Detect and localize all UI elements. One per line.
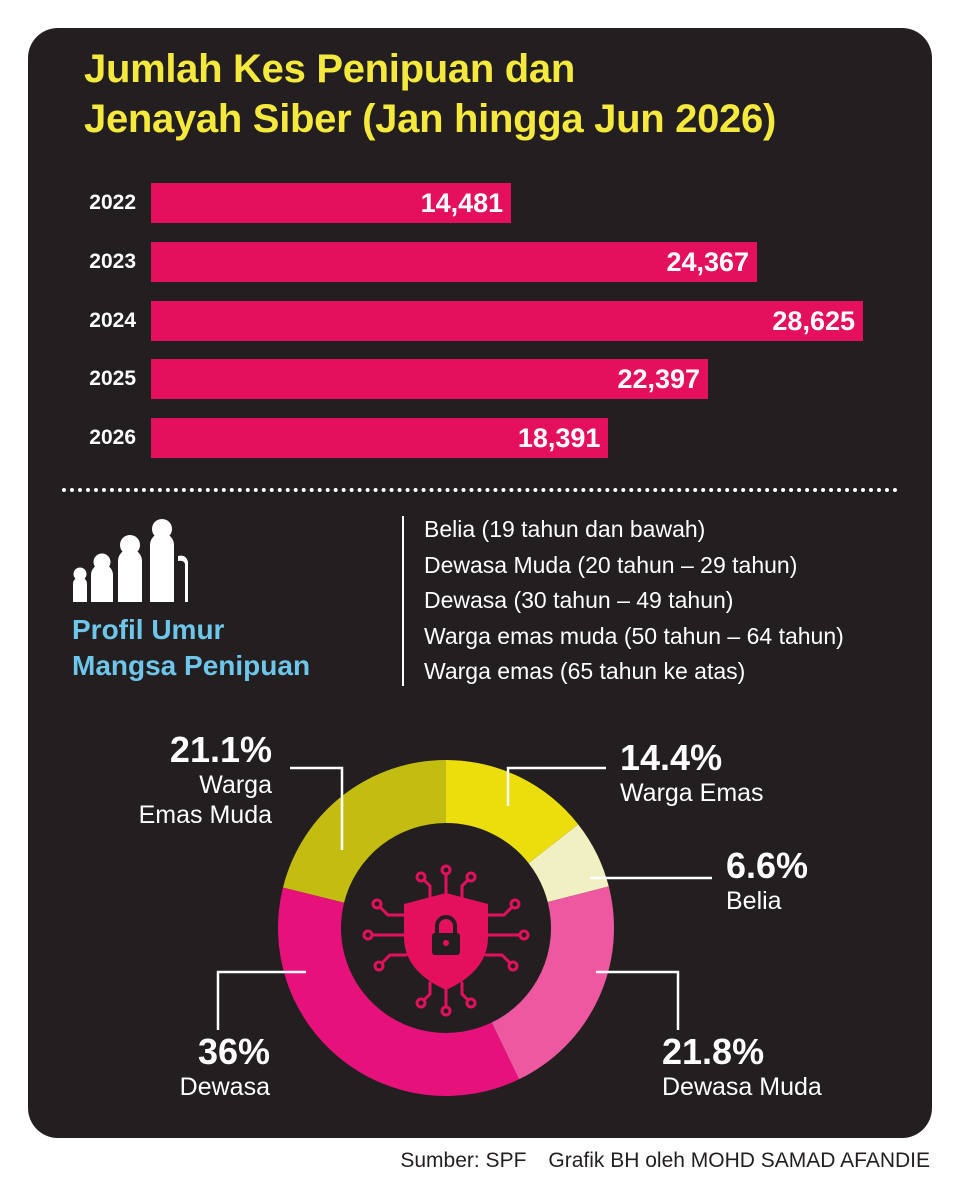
year-label-2026: 2026: [89, 426, 136, 450]
slice-dewasa: [277, 887, 520, 1096]
slice-percent: 6.6%: [726, 845, 809, 886]
chart-title-line: Jumlah Kes Penipuan dan: [84, 47, 575, 91]
slice-belia: [528, 824, 609, 903]
credit-text: Grafik BH oleh MOHD SAMAD AFANDIE: [548, 1149, 930, 1172]
slice-label-warga-emas-muda: 21.1% Warga Emas Muda: [110, 730, 272, 830]
leader-lines: [216, 766, 712, 1030]
year-label-2025: 2025: [89, 367, 136, 391]
slice-label-dewasa-muda: 21.8% Dewasa Muda: [662, 1032, 822, 1102]
source-text: Sumber: SPF: [400, 1149, 527, 1172]
slice-percent: 21.1%: [169, 729, 272, 770]
legend-item-dewasa-muda: Dewasa Muda (20 tahun – 29 tahun): [424, 551, 798, 578]
bar-2026: [151, 418, 609, 459]
profile-title-line: Profil Umur: [72, 614, 225, 645]
donut-slices: [277, 760, 615, 1096]
slice-warga-emas-muda: [282, 760, 446, 903]
slice-name: Belia: [726, 887, 782, 915]
year-label-2022: 2022: [89, 191, 136, 214]
section-divider: [62, 488, 898, 492]
leader-line-dewasa: [216, 970, 306, 1030]
bar-value-2023: 24,367: [666, 246, 750, 277]
age-legend: Belia (19 tahun dan bawah) Dewasa Muda (…: [424, 512, 844, 690]
slice-name: Warga: [199, 771, 272, 799]
slice-percent: 21.8%: [662, 1031, 765, 1072]
elderly-family-icon: [73, 519, 188, 602]
leader-line-warga-emas: [506, 766, 606, 806]
slice-percent: 36%: [197, 1031, 270, 1072]
profile-title-line: Mangsa Penipuan: [72, 650, 311, 681]
legend-divider: [402, 516, 404, 686]
cyber-security-shield-lock-icon: [362, 864, 530, 1017]
legend-item-dewasa: Dewasa (30 tahun – 49 tahun): [424, 587, 734, 613]
chart-title-line: Jenayah Siber (Jan hingga Jun 2026): [84, 97, 776, 141]
bar-2022: [151, 183, 512, 223]
bar-value-2025: 22,397: [617, 364, 701, 395]
slice-name: Dewasa: [179, 1073, 270, 1101]
bar-value-2022: 14,481: [420, 188, 504, 218]
slice-percent: 14.4%: [620, 737, 723, 778]
leader-line-warga-emas-muda: [290, 766, 344, 850]
leader-line-dewasa-muda: [596, 970, 680, 1030]
slice-label-warga-emas: 14.4% Warga Emas: [620, 738, 764, 808]
slice-name: Emas Muda: [138, 801, 272, 829]
slice-label-belia: 6.6% Belia: [726, 846, 808, 916]
chart-title: Jumlah Kes Penipuan dan Jenayah Siber (J…: [84, 44, 776, 144]
bar-2023: [151, 241, 758, 282]
slice-name: Warga Emas: [620, 779, 764, 807]
profile-title: Profil Umur Mangsa Penipuan: [72, 612, 310, 684]
bar-2024: [151, 300, 863, 341]
source-credit: Sumber: SPF Grafik BH oleh MOHD SAMAD AFA…: [300, 1148, 930, 1174]
slice-name: Dewasa Muda: [662, 1073, 822, 1101]
legend-item-warga-emas: Warga emas (65 tahun ke atas): [424, 658, 746, 684]
legend-item-warga-emas-muda: Warga emas muda (50 tahun – 64 tahun): [424, 622, 844, 649]
bar-value-2026: 18,391: [517, 423, 601, 454]
year-label-2023: 2023: [89, 249, 136, 273]
year-label-2024: 2024: [89, 308, 136, 332]
slice-warga-emas: [446, 760, 579, 864]
legend-item-belia: Belia (19 tahun dan bawah): [424, 516, 706, 542]
slice-label-dewasa: 36% Dewasa: [168, 1032, 270, 1102]
bar-value-2024: 28,625: [772, 305, 855, 336]
bar-2025: [151, 359, 709, 400]
slice-dewasa-muda: [491, 886, 615, 1080]
